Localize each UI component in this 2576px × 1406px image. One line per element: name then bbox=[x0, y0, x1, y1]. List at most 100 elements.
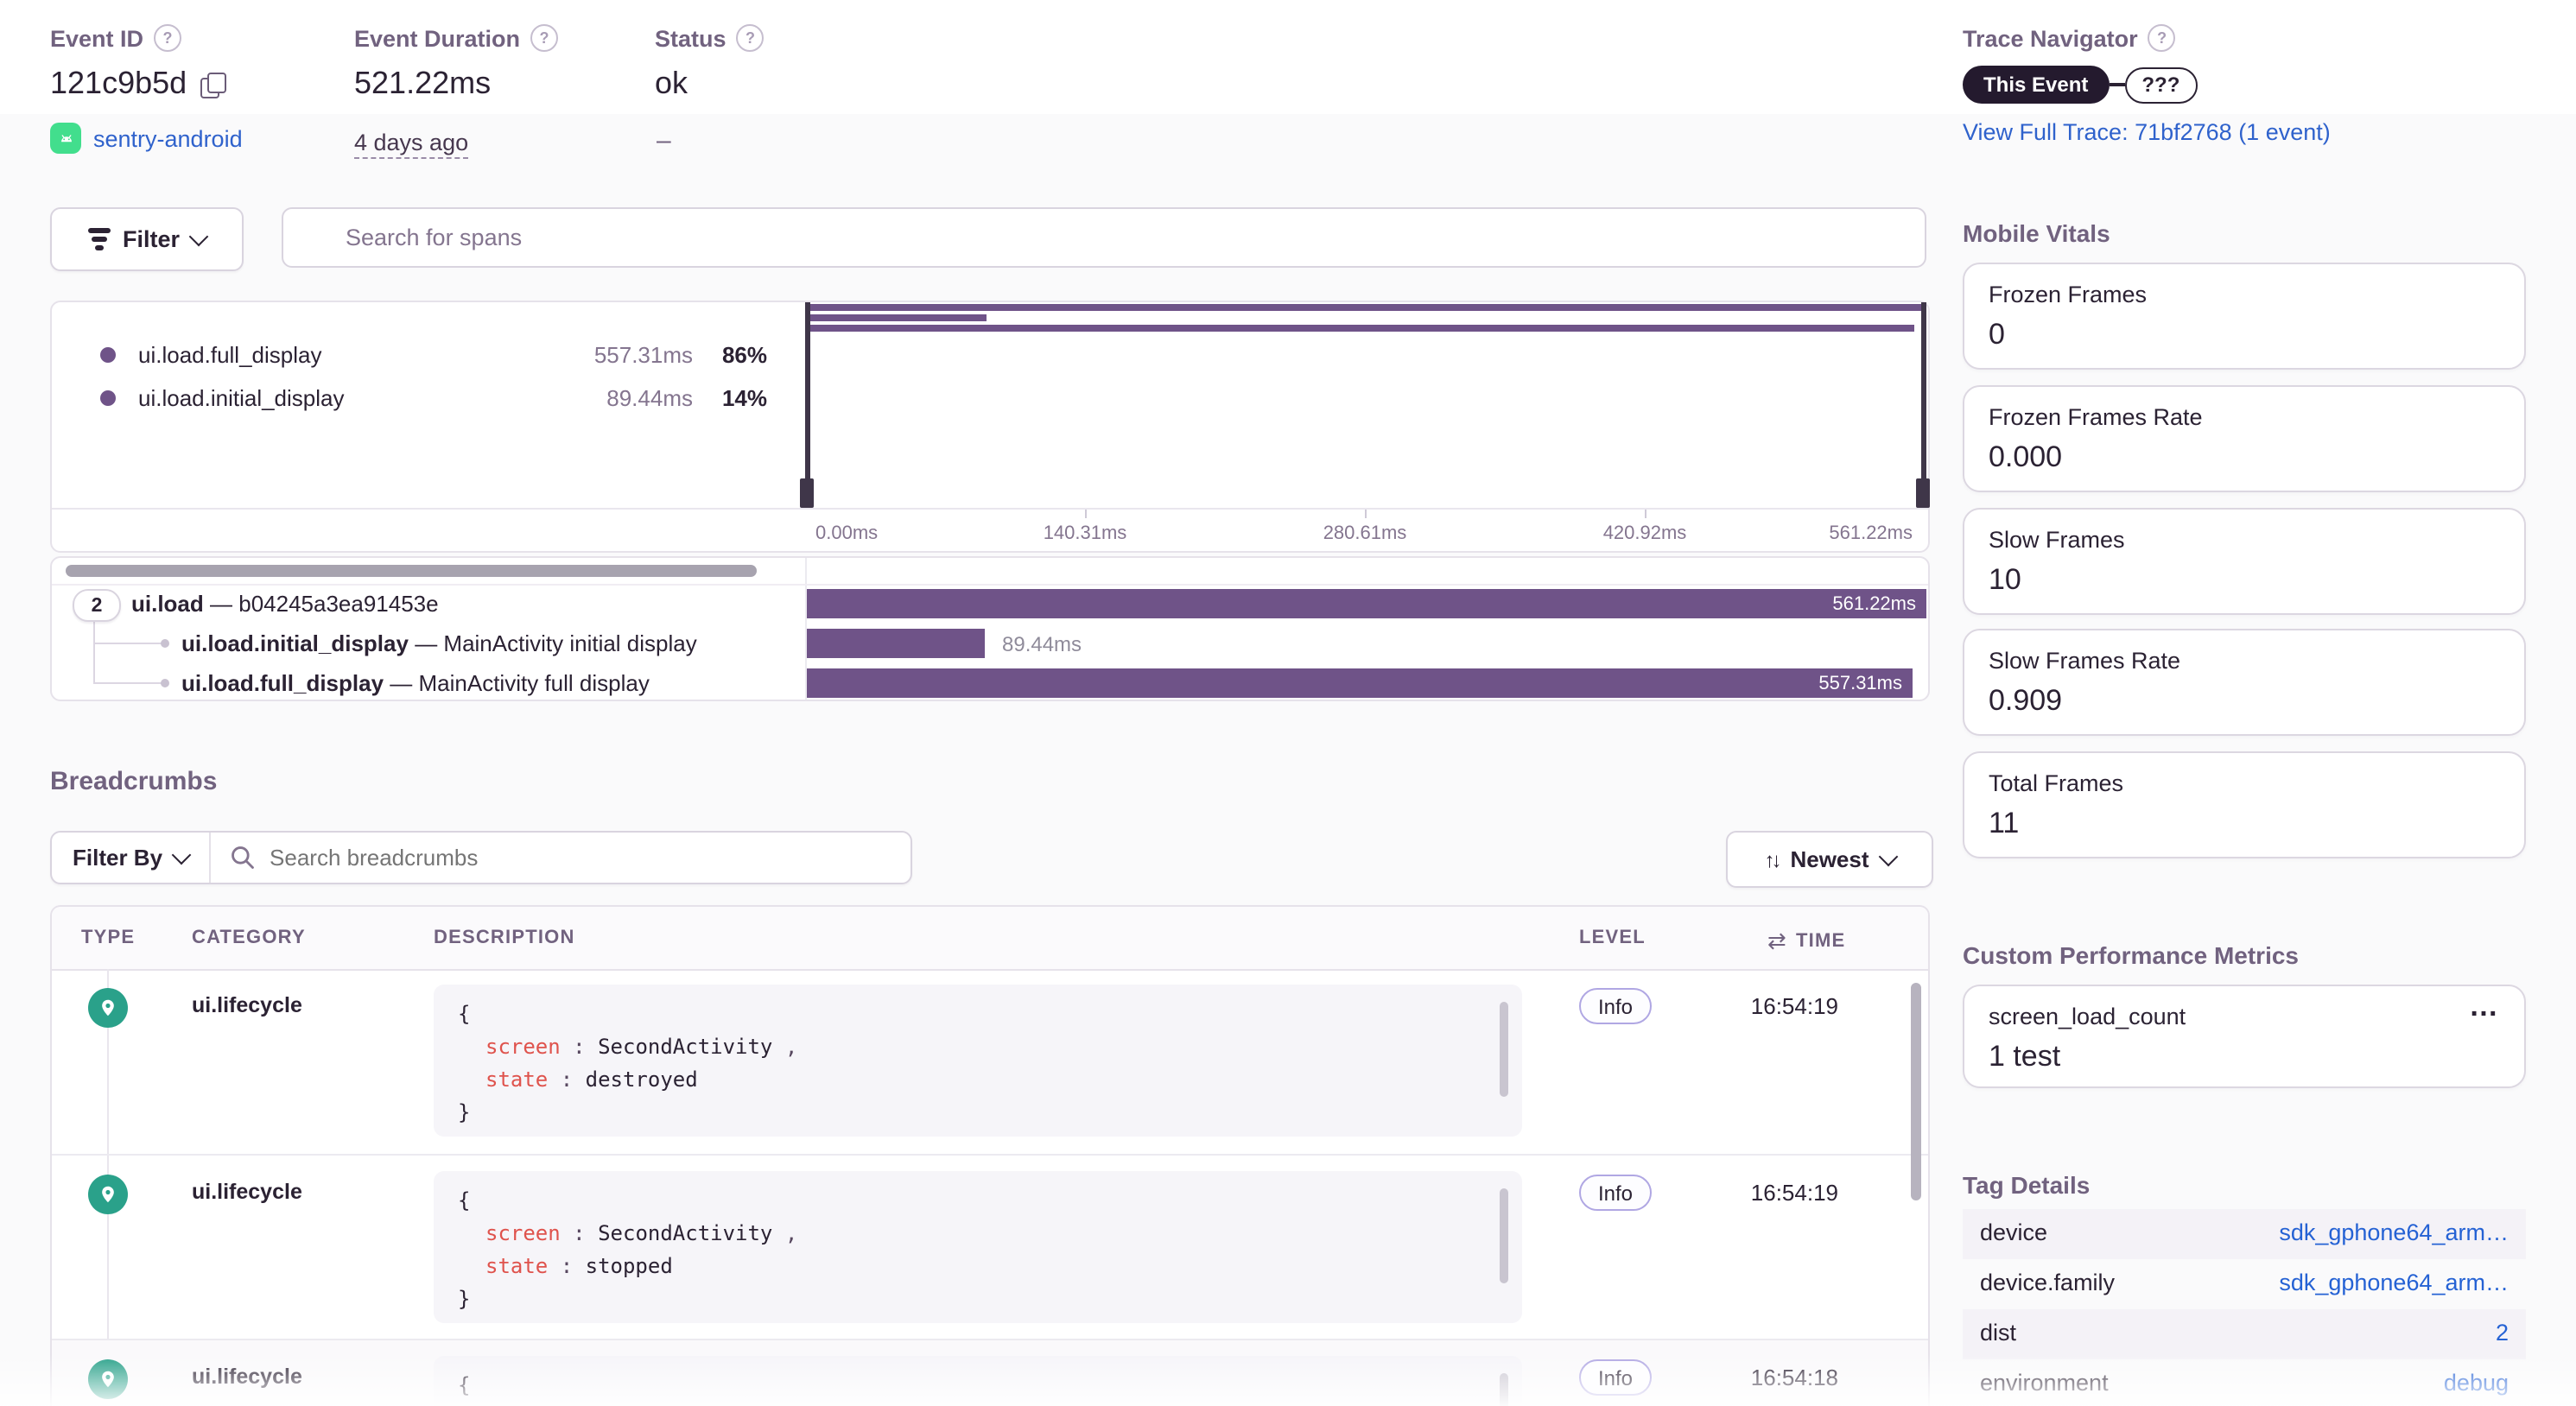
sort-swap-icon: ⇄ bbox=[1767, 928, 1787, 953]
location-pin-icon bbox=[88, 988, 128, 1028]
android-icon bbox=[50, 123, 81, 154]
tree-connector-dot bbox=[161, 679, 169, 687]
search-icon bbox=[232, 846, 254, 869]
level-badge: Info bbox=[1579, 1175, 1653, 1211]
project-link[interactable]: sentry-android bbox=[93, 125, 243, 151]
event-age[interactable]: 4 days ago bbox=[354, 128, 469, 159]
legend-name: ui.load.initial_display bbox=[138, 384, 345, 410]
tag-value-link[interactable]: 2 bbox=[2495, 1320, 2509, 1346]
legend-percent: 14% bbox=[721, 384, 767, 410]
axis-tick bbox=[1085, 510, 1087, 518]
minimap-bar-ui-load[interactable] bbox=[809, 304, 1923, 310]
filter-icon bbox=[87, 228, 111, 250]
minimap-left-handle[interactable] bbox=[805, 302, 809, 508]
json-scrollbar[interactable] bbox=[1500, 1188, 1508, 1283]
minimap-bar-initial-display[interactable] bbox=[809, 314, 987, 320]
legend-dot-icon bbox=[100, 390, 116, 405]
project-row: sentry-android bbox=[50, 123, 243, 154]
span-desc: — MainActivity full display bbox=[384, 670, 650, 696]
tag-key: dist bbox=[1980, 1320, 2017, 1346]
breadcrumb-row[interactable]: ui.lifecycle { screen : SecondActivity ,… bbox=[52, 969, 1928, 1154]
span-bar[interactable] bbox=[807, 629, 985, 658]
span-row-ui-load[interactable]: 2 ui.load — b04245a3ea91453e 561.22ms bbox=[52, 584, 1928, 624]
sort-arrows-icon: ↑↓ bbox=[1764, 847, 1781, 871]
vital-value: 0 bbox=[1989, 318, 2005, 351]
help-icon[interactable]: ? bbox=[2148, 24, 2176, 52]
span-children-badge[interactable]: 2 bbox=[73, 589, 121, 622]
vital-card-total-frames: Total Frames 11 bbox=[1963, 751, 2526, 858]
search-spans-input[interactable] bbox=[282, 207, 1926, 268]
status-value: ok bbox=[655, 66, 688, 102]
span-bar[interactable]: 561.22ms bbox=[807, 589, 1926, 618]
minimap-right-handle-grip[interactable] bbox=[1916, 478, 1930, 508]
json-pair: screen : SecondActivity , bbox=[485, 1035, 798, 1059]
span-desc: — b04245a3ea91453e bbox=[203, 591, 439, 617]
axis-label: 0.00ms bbox=[815, 523, 879, 544]
event-age-text[interactable]: 4 days ago bbox=[354, 130, 469, 159]
horizontal-scrollbar[interactable] bbox=[66, 565, 757, 577]
breadcrumb-category: ui.lifecycle bbox=[192, 1365, 302, 1389]
span-op: ui.load bbox=[131, 591, 204, 617]
status-label: Status ? bbox=[655, 24, 765, 52]
tag-value-link[interactable]: sdk_gphone64_arm… bbox=[2279, 1219, 2509, 1245]
filter-by-button[interactable]: Filter By bbox=[52, 833, 212, 883]
vital-value: 11 bbox=[1989, 807, 2020, 839]
this-event-pill[interactable]: This Event bbox=[1963, 66, 2110, 104]
json-scrollbar[interactable] bbox=[1500, 1373, 1508, 1406]
breadcrumb-time: 16:54:19 bbox=[1750, 1180, 1838, 1206]
span-op: ui.load.full_display bbox=[181, 670, 384, 696]
table-header-row: TYPE CATEGORY DESCRIPTION LEVEL ⇄ TIME bbox=[52, 907, 1928, 971]
search-breadcrumbs-input[interactable] bbox=[256, 845, 910, 871]
chevron-down-icon bbox=[1878, 846, 1898, 866]
status-text: ok bbox=[655, 66, 688, 100]
view-full-trace-link[interactable]: View Full Trace: 71bf2768 (1 event) bbox=[1963, 119, 2331, 145]
tree-column-divider bbox=[805, 558, 807, 700]
ellipsis-menu-icon[interactable]: … bbox=[2469, 990, 2500, 1023]
tag-value-link[interactable]: sdk_gphone64_arm… bbox=[2279, 1270, 2509, 1295]
minimap-bar-full-display[interactable] bbox=[809, 325, 1914, 331]
span-bar-duration: 557.31ms bbox=[1818, 673, 1902, 694]
json-scrollbar[interactable] bbox=[1500, 1002, 1508, 1097]
legend-row: ui.load.initial_display 89.44ms 14% bbox=[52, 377, 805, 418]
help-icon[interactable]: ? bbox=[530, 24, 559, 52]
custom-metrics-heading: Custom Performance Metrics bbox=[1963, 941, 2300, 969]
table-scrollbar[interactable] bbox=[1911, 983, 1921, 1200]
json-close-brace: } bbox=[458, 1100, 471, 1124]
legend-name: ui.load.full_display bbox=[138, 341, 322, 367]
breadcrumb-category: ui.lifecycle bbox=[192, 993, 302, 1017]
column-header-level: LEVEL bbox=[1579, 928, 1646, 948]
sort-newest-button[interactable]: ↑↓ Newest bbox=[1726, 831, 1933, 888]
trace-navigator-label-text: Trace Navigator bbox=[1963, 25, 2138, 51]
minimap-left-handle-grip[interactable] bbox=[800, 478, 814, 508]
event-id-value: 121c9b5d bbox=[50, 66, 226, 102]
event-duration-value: 521.22ms bbox=[354, 66, 491, 102]
vital-card-slow-frames: Slow Frames 10 bbox=[1963, 508, 2526, 615]
tree-connector-line bbox=[93, 643, 166, 647]
spans-filter-button[interactable]: Filter bbox=[50, 207, 244, 271]
help-icon[interactable]: ? bbox=[154, 24, 182, 52]
unknown-trace-pill[interactable]: ??? bbox=[2124, 66, 2198, 103]
span-row-full-display[interactable]: ui.load.full_display — MainActivity full… bbox=[52, 663, 1928, 700]
legend-time: 89.44ms bbox=[606, 384, 693, 410]
vital-label: Frozen Frames bbox=[1989, 282, 2148, 307]
span-bar[interactable]: 557.31ms bbox=[807, 668, 1913, 698]
help-icon[interactable]: ? bbox=[736, 24, 765, 52]
span-bar-duration: 89.44ms bbox=[1002, 632, 1082, 656]
legend-time: 557.31ms bbox=[593, 341, 693, 367]
axis-tick bbox=[1645, 510, 1646, 518]
breadcrumbs-table: TYPE CATEGORY DESCRIPTION LEVEL ⇄ TIME u… bbox=[50, 905, 1930, 1406]
column-header-time[interactable]: ⇄ TIME bbox=[1767, 928, 1845, 955]
breadcrumb-json: { screen : SecondActivity , state : dest… bbox=[434, 985, 1522, 1137]
vital-card-frozen-frames: Frozen Frames 0 bbox=[1963, 263, 2526, 370]
span-row-initial-display[interactable]: ui.load.initial_display — MainActivity i… bbox=[52, 624, 1928, 663]
breadcrumb-row[interactable]: ui.lifecycle { Info 16:54:18 bbox=[52, 1339, 1928, 1406]
copy-icon[interactable] bbox=[200, 72, 226, 98]
breadcrumb-row[interactable]: ui.lifecycle { screen : SecondActivity ,… bbox=[52, 1154, 1928, 1340]
metric-name: screen_load_count bbox=[1989, 1004, 2186, 1029]
vital-label: Frozen Frames Rate bbox=[1989, 404, 2203, 430]
span-bar-duration: 561.22ms bbox=[1832, 593, 1916, 614]
tag-value-link[interactable]: debug bbox=[2443, 1370, 2509, 1396]
level-badge: Info bbox=[1579, 988, 1653, 1024]
minimap-right-handle[interactable] bbox=[1921, 302, 1926, 508]
